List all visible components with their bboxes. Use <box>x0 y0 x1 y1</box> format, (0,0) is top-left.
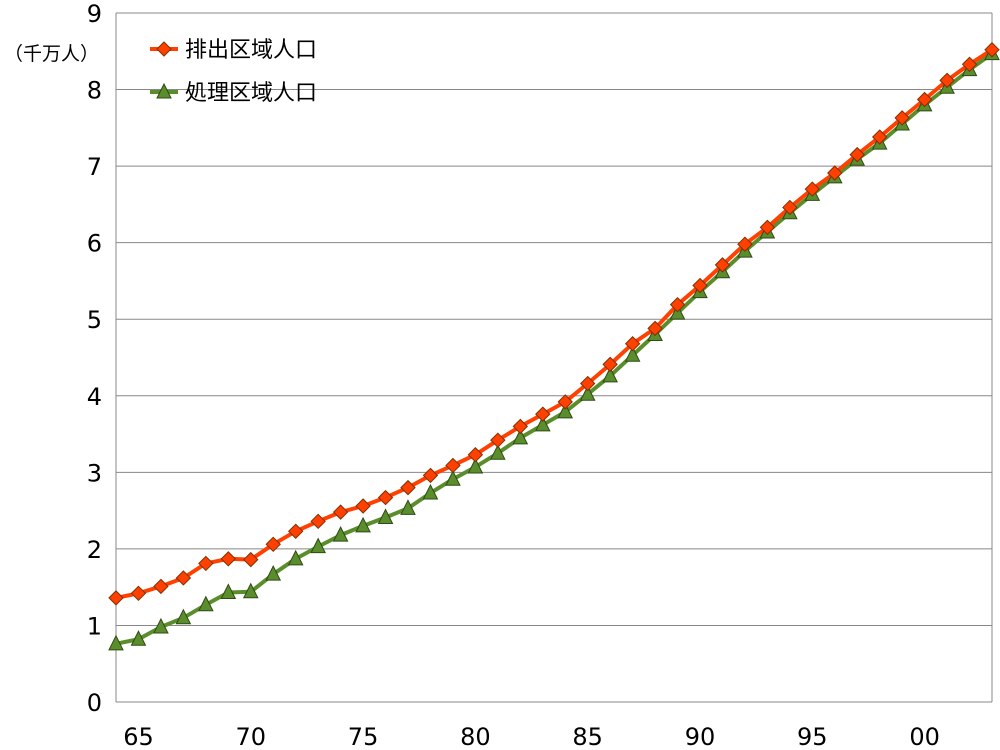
data-point-emission <box>624 336 641 352</box>
y-tick-label: 6 <box>87 230 102 258</box>
series-group <box>108 42 1000 651</box>
data-point-emission <box>647 320 663 337</box>
y-axis-unit-label: （千万人） <box>4 43 99 65</box>
data-point-emission <box>490 432 506 448</box>
data-point-emission <box>535 406 551 422</box>
data-point-emission <box>377 489 394 506</box>
data-point-treatment <box>512 428 529 445</box>
data-point-emission <box>310 513 326 530</box>
data-point-treatment <box>265 565 282 581</box>
data-point-treatment <box>445 470 461 486</box>
axes <box>115 13 993 703</box>
data-point-treatment <box>422 483 439 500</box>
x-tick-label: 90 <box>685 723 716 750</box>
data-point-treatment <box>332 525 349 542</box>
y-tick-label: 0 <box>87 689 102 717</box>
data-point-treatment <box>579 385 596 401</box>
data-point-treatment <box>557 402 574 419</box>
data-point-treatment <box>602 366 618 383</box>
data-point-emission <box>669 296 686 313</box>
data-point-treatment <box>175 608 192 625</box>
x-tick-label: 85 <box>572 723 603 750</box>
data-point-treatment <box>242 582 259 599</box>
data-point-emission <box>939 72 955 89</box>
data-point-emission <box>400 479 416 496</box>
legend-triangle-marker <box>156 82 172 99</box>
data-point-treatment <box>467 457 484 474</box>
data-point-emission <box>175 570 192 586</box>
data-point-emission <box>332 504 349 520</box>
data-point-emission <box>737 236 753 252</box>
series-line-treatment <box>115 51 994 646</box>
data-point-emission <box>355 498 371 514</box>
y-tick-label: 1 <box>87 612 102 640</box>
tick-labels: 0 1 2 3 4 5 6 7 8 9 65 70 75 80 85 90 95 00 <box>87 0 940 750</box>
data-point-emission <box>557 394 573 410</box>
data-point-emission <box>714 257 731 273</box>
data-point-treatment <box>198 595 214 612</box>
data-point-treatment <box>310 537 326 554</box>
data-point-treatment <box>490 444 506 460</box>
data-point-emission <box>130 585 147 601</box>
data-point-emission <box>198 555 214 572</box>
y-tick-label: 5 <box>87 306 102 334</box>
data-point-treatment <box>153 617 169 634</box>
x-tick-label: 80 <box>460 723 491 750</box>
data-point-emission <box>984 42 1000 58</box>
x-tick-label: 95 <box>797 723 828 750</box>
data-point-emission <box>243 551 259 568</box>
x-tick-label: 65 <box>123 723 154 750</box>
y-tick-label: 8 <box>87 77 102 105</box>
legend-item-emission: 排出区域人口 <box>150 38 317 63</box>
x-tick-label: 00 <box>909 723 940 750</box>
data-point-emission <box>804 181 821 197</box>
data-point-treatment <box>287 549 304 566</box>
data-point-treatment <box>400 499 416 515</box>
y-tick-label: 4 <box>87 383 102 411</box>
data-point-emission <box>422 467 439 484</box>
data-point-emission <box>827 165 843 181</box>
y-tick-label: 9 <box>87 0 102 28</box>
data-point-emission <box>894 110 910 126</box>
data-point-emission <box>265 536 281 553</box>
data-point-emission <box>108 590 124 606</box>
legend: 排出区域人口 処理区域人口 <box>150 38 317 106</box>
data-point-treatment <box>534 415 551 432</box>
series-line-emission <box>115 48 994 600</box>
y-tick-label: 3 <box>87 459 102 487</box>
data-point-emission <box>849 146 865 163</box>
data-point-treatment <box>355 516 371 533</box>
data-point-treatment <box>108 634 124 651</box>
data-point-emission <box>220 551 237 567</box>
data-point-treatment <box>130 630 147 646</box>
data-point-emission <box>467 447 484 463</box>
data-point-emission <box>602 356 618 373</box>
data-point-emission <box>916 91 933 108</box>
data-point-emission <box>961 56 978 72</box>
data-point-treatment <box>220 583 237 600</box>
data-point-emission <box>759 219 776 236</box>
x-tick-label: 70 <box>235 723 266 750</box>
data-point-treatment <box>624 346 641 362</box>
data-point-emission <box>782 199 798 216</box>
x-tick-label: 75 <box>348 723 379 750</box>
data-point-emission <box>445 457 461 474</box>
legend-item-treatment: 処理区域人口 <box>150 81 317 106</box>
legend-label-treatment: 処理区域人口 <box>185 81 317 106</box>
data-point-emission <box>512 418 529 435</box>
y-tick-label: 7 <box>87 153 102 181</box>
data-point-emission <box>579 375 596 392</box>
data-point-emission <box>692 277 708 294</box>
data-point-treatment <box>377 508 394 525</box>
data-point-emission <box>153 578 169 595</box>
legend-label-emission: 排出区域人口 <box>185 38 317 63</box>
data-point-emission <box>287 523 304 539</box>
grid-lines <box>116 12 992 626</box>
y-tick-label: 2 <box>87 536 102 564</box>
data-point-emission <box>871 129 888 145</box>
legend-diamond-marker <box>156 41 172 57</box>
